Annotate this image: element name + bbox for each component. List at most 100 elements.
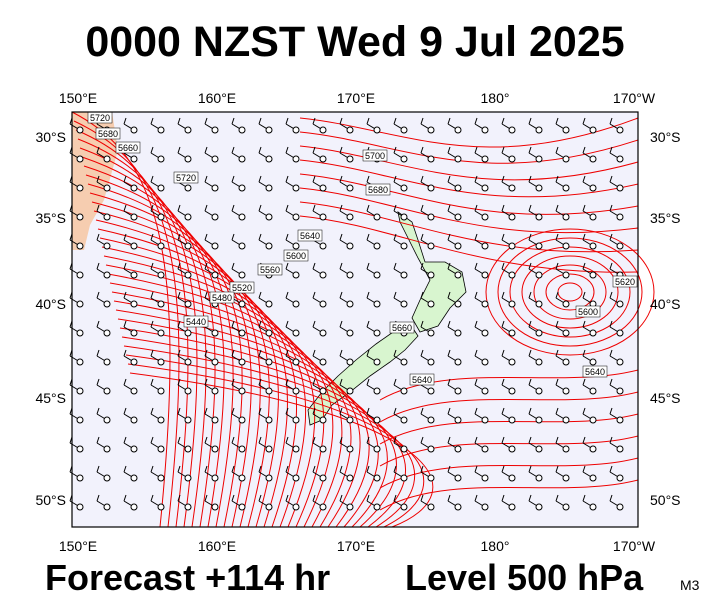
wind-station	[508, 387, 516, 395]
wind-station	[616, 300, 624, 308]
wind-station	[481, 416, 489, 424]
wind-station	[508, 329, 516, 337]
wind-station	[76, 184, 84, 192]
wind-barb	[312, 494, 316, 502]
wind-station	[535, 300, 543, 308]
wind-station	[346, 271, 354, 279]
wind-barb	[339, 407, 343, 415]
wind-barb	[555, 117, 559, 125]
contour	[73, 120, 180, 528]
wind-barb	[582, 378, 586, 386]
wind-barb	[555, 320, 559, 328]
contour	[95, 219, 279, 528]
wind-station	[319, 445, 327, 453]
wind-barb	[96, 378, 100, 386]
contour	[485, 228, 655, 356]
wind-barb	[528, 349, 532, 357]
wind-barb	[204, 204, 208, 212]
wind-barb	[420, 436, 424, 444]
wind-barb	[474, 291, 478, 299]
wind-barb	[420, 204, 424, 212]
wind-barb	[609, 320, 613, 328]
latitude-label: 45°S	[650, 390, 681, 406]
wind-station	[319, 213, 327, 221]
wind-station	[130, 329, 138, 337]
contour-label: 5560	[260, 265, 280, 275]
wind-barb	[501, 349, 505, 357]
wind-barb	[447, 204, 451, 212]
wind-station	[130, 445, 138, 453]
wind-barb	[555, 204, 559, 212]
wind-station	[454, 387, 462, 395]
wind-barb	[447, 407, 451, 415]
wind-barb	[123, 204, 127, 212]
wind-station	[319, 387, 327, 395]
wind-barb	[528, 117, 532, 125]
wind-station	[400, 358, 408, 366]
wind-station	[400, 184, 408, 192]
wind-barb	[420, 349, 424, 357]
wind-barb	[123, 378, 127, 386]
wind-barb	[447, 291, 451, 299]
wind-station	[481, 329, 489, 337]
contour	[93, 210, 270, 528]
wind-station	[292, 242, 300, 250]
wind-barb	[582, 146, 586, 154]
wind-barb	[393, 291, 397, 299]
wind-barb	[231, 146, 235, 154]
contour	[299, 173, 639, 215]
contour	[299, 215, 639, 273]
wind-barb	[339, 262, 343, 270]
wind-barb	[204, 494, 208, 502]
contour	[99, 237, 298, 528]
wind-station	[238, 474, 246, 482]
wind-station	[76, 329, 84, 337]
wind-station	[346, 503, 354, 511]
wind-barb	[258, 436, 262, 444]
wind-barb	[150, 494, 154, 502]
wind-barb	[528, 320, 532, 328]
wind-station	[454, 503, 462, 511]
wind-station	[454, 242, 462, 250]
wind-barb	[123, 349, 127, 357]
wind-station	[184, 416, 192, 424]
wind-station	[346, 474, 354, 482]
latitude-label: 35°S	[650, 210, 681, 226]
wind-station	[157, 126, 165, 134]
contour	[127, 363, 425, 528]
wind-station	[400, 126, 408, 134]
contour-label: 5600	[578, 307, 598, 317]
wind-barb	[366, 407, 370, 415]
wind-station	[427, 213, 435, 221]
latitude-label: 40°S	[650, 296, 681, 312]
wind-station	[616, 474, 624, 482]
wind-barb	[447, 117, 451, 125]
wind-station	[373, 358, 381, 366]
wind-station	[319, 184, 327, 192]
wind-barb	[231, 262, 235, 270]
wind-barb	[339, 117, 343, 125]
wind-station	[238, 445, 246, 453]
wind-station	[76, 126, 84, 134]
wind-barb	[231, 117, 235, 125]
wind-station	[481, 155, 489, 163]
wind-barb	[285, 436, 289, 444]
wind-station	[535, 474, 543, 482]
wind-station	[103, 213, 111, 221]
wind-station	[211, 387, 219, 395]
wind-barb	[366, 233, 370, 241]
wind-barb	[555, 494, 559, 502]
wind-barb	[366, 378, 370, 386]
wind-station	[427, 416, 435, 424]
wind-barb	[555, 175, 559, 183]
wind-station	[157, 155, 165, 163]
wind-barb	[501, 436, 505, 444]
wind-station	[157, 503, 165, 511]
wind-station	[562, 242, 570, 250]
wind-barb	[258, 146, 262, 154]
wind-barb	[312, 175, 316, 183]
wind-station	[157, 329, 165, 337]
wind-barb	[420, 320, 424, 328]
wind-barb	[582, 349, 586, 357]
wind-station	[130, 503, 138, 511]
